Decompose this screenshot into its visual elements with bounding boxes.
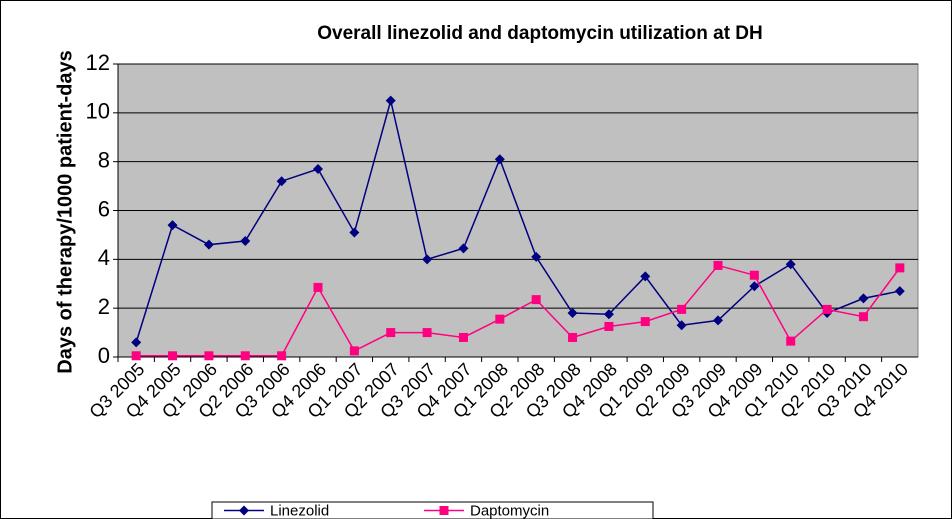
data-point [494, 154, 505, 165]
y-tick-label: 0 [98, 343, 110, 368]
data-point [567, 308, 578, 319]
series-line [135, 100, 900, 343]
data-point [894, 286, 905, 297]
data-point [785, 259, 796, 270]
data-point [531, 295, 541, 305]
data-point [858, 293, 869, 304]
data-point [603, 309, 614, 320]
y-tick-label: 12 [86, 50, 110, 75]
data-point [786, 336, 796, 346]
data-point [349, 346, 359, 356]
data-point [822, 304, 832, 314]
data-point [677, 304, 687, 314]
data-point [495, 314, 505, 324]
data-point [203, 239, 214, 250]
data-point [458, 243, 469, 254]
data-point [131, 351, 141, 361]
data-point [277, 351, 287, 361]
legend-marker [439, 506, 449, 515]
data-point [713, 315, 723, 326]
data-point [167, 220, 178, 231]
data-point [276, 176, 287, 187]
y-tick-label: 8 [98, 147, 110, 172]
data-point [640, 317, 650, 327]
y-tick-label: 6 [98, 196, 110, 221]
data-point [749, 270, 759, 280]
data-point [858, 312, 868, 322]
data-point [640, 271, 651, 282]
y-tick-label: 10 [86, 99, 110, 124]
data-point [422, 254, 433, 265]
data-point [313, 163, 323, 174]
data-point [240, 351, 250, 361]
data-point [895, 263, 905, 273]
data-point [386, 328, 396, 338]
data-point [458, 332, 468, 342]
data-point [385, 95, 396, 106]
legend-marker [239, 505, 249, 516]
chart-title: Overall linezolid and daptomycin utiliza… [317, 23, 763, 44]
legend-label: Daptomycin [470, 502, 549, 519]
y-tick-label: 2 [98, 294, 110, 319]
data-point [531, 251, 542, 262]
data-point [749, 281, 760, 292]
data-point [240, 236, 251, 247]
data-point [422, 328, 432, 338]
data-point [568, 332, 578, 342]
data-point [604, 321, 614, 331]
data-point [168, 351, 178, 361]
data-point [313, 282, 323, 292]
data-point [713, 260, 723, 270]
series-line [136, 264, 901, 357]
y-axis-label: Days of therapy/1000 patient-days [54, 50, 76, 373]
data-point [676, 320, 687, 331]
data-point [131, 337, 142, 348]
y-tick-label: 4 [98, 245, 110, 270]
legend-label: Linezolid [270, 502, 329, 519]
data-point [204, 351, 214, 361]
data-point [349, 227, 360, 238]
